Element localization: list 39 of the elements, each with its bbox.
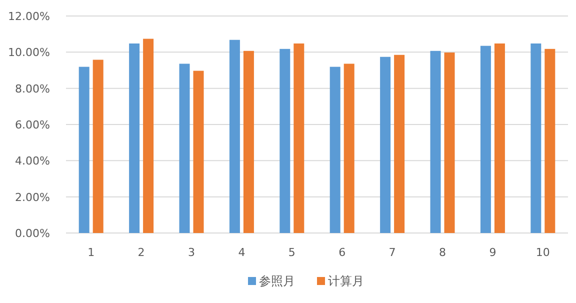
x-tick-label: 2 xyxy=(138,246,145,259)
y-tick-label: 6.00% xyxy=(15,118,50,132)
legend-label: 计算月 xyxy=(328,274,364,288)
x-tick-label: 4 xyxy=(238,246,246,259)
x-tick-label: 7 xyxy=(388,246,396,259)
y-tick-label: 8.00% xyxy=(15,82,50,96)
bar xyxy=(243,50,254,233)
x-tick-label: 5 xyxy=(288,246,296,259)
bar xyxy=(179,64,190,233)
bar xyxy=(344,64,354,233)
bar xyxy=(294,43,304,233)
bar xyxy=(143,38,154,233)
bar xyxy=(394,54,405,233)
bar xyxy=(229,40,240,233)
y-tick-label: 12.00% xyxy=(8,10,50,23)
bar xyxy=(193,70,204,233)
y-tick-label: 10.00% xyxy=(8,46,50,60)
bar xyxy=(78,66,90,233)
x-tick-label: 10 xyxy=(536,246,550,259)
bar xyxy=(544,48,556,233)
y-tick-label: 2.00% xyxy=(15,190,50,204)
y-tick-label: 0.00% xyxy=(15,227,50,240)
bar xyxy=(129,43,140,233)
bar xyxy=(480,46,491,233)
legend-label: 参照月 xyxy=(259,274,295,288)
bar xyxy=(92,60,104,233)
x-tick-label: 1 xyxy=(88,246,95,259)
bar xyxy=(330,66,340,233)
bar xyxy=(380,56,391,233)
y-tick-label: 4.00% xyxy=(15,154,50,168)
x-tick-label: 8 xyxy=(439,246,446,259)
x-tick-label: 3 xyxy=(188,246,195,259)
bar xyxy=(430,50,441,233)
bar xyxy=(494,43,505,233)
x-tick-label: 6 xyxy=(338,246,346,259)
bar xyxy=(280,48,290,233)
x-tick-label: 9 xyxy=(489,246,496,259)
bar xyxy=(530,43,542,233)
bar xyxy=(444,52,455,233)
